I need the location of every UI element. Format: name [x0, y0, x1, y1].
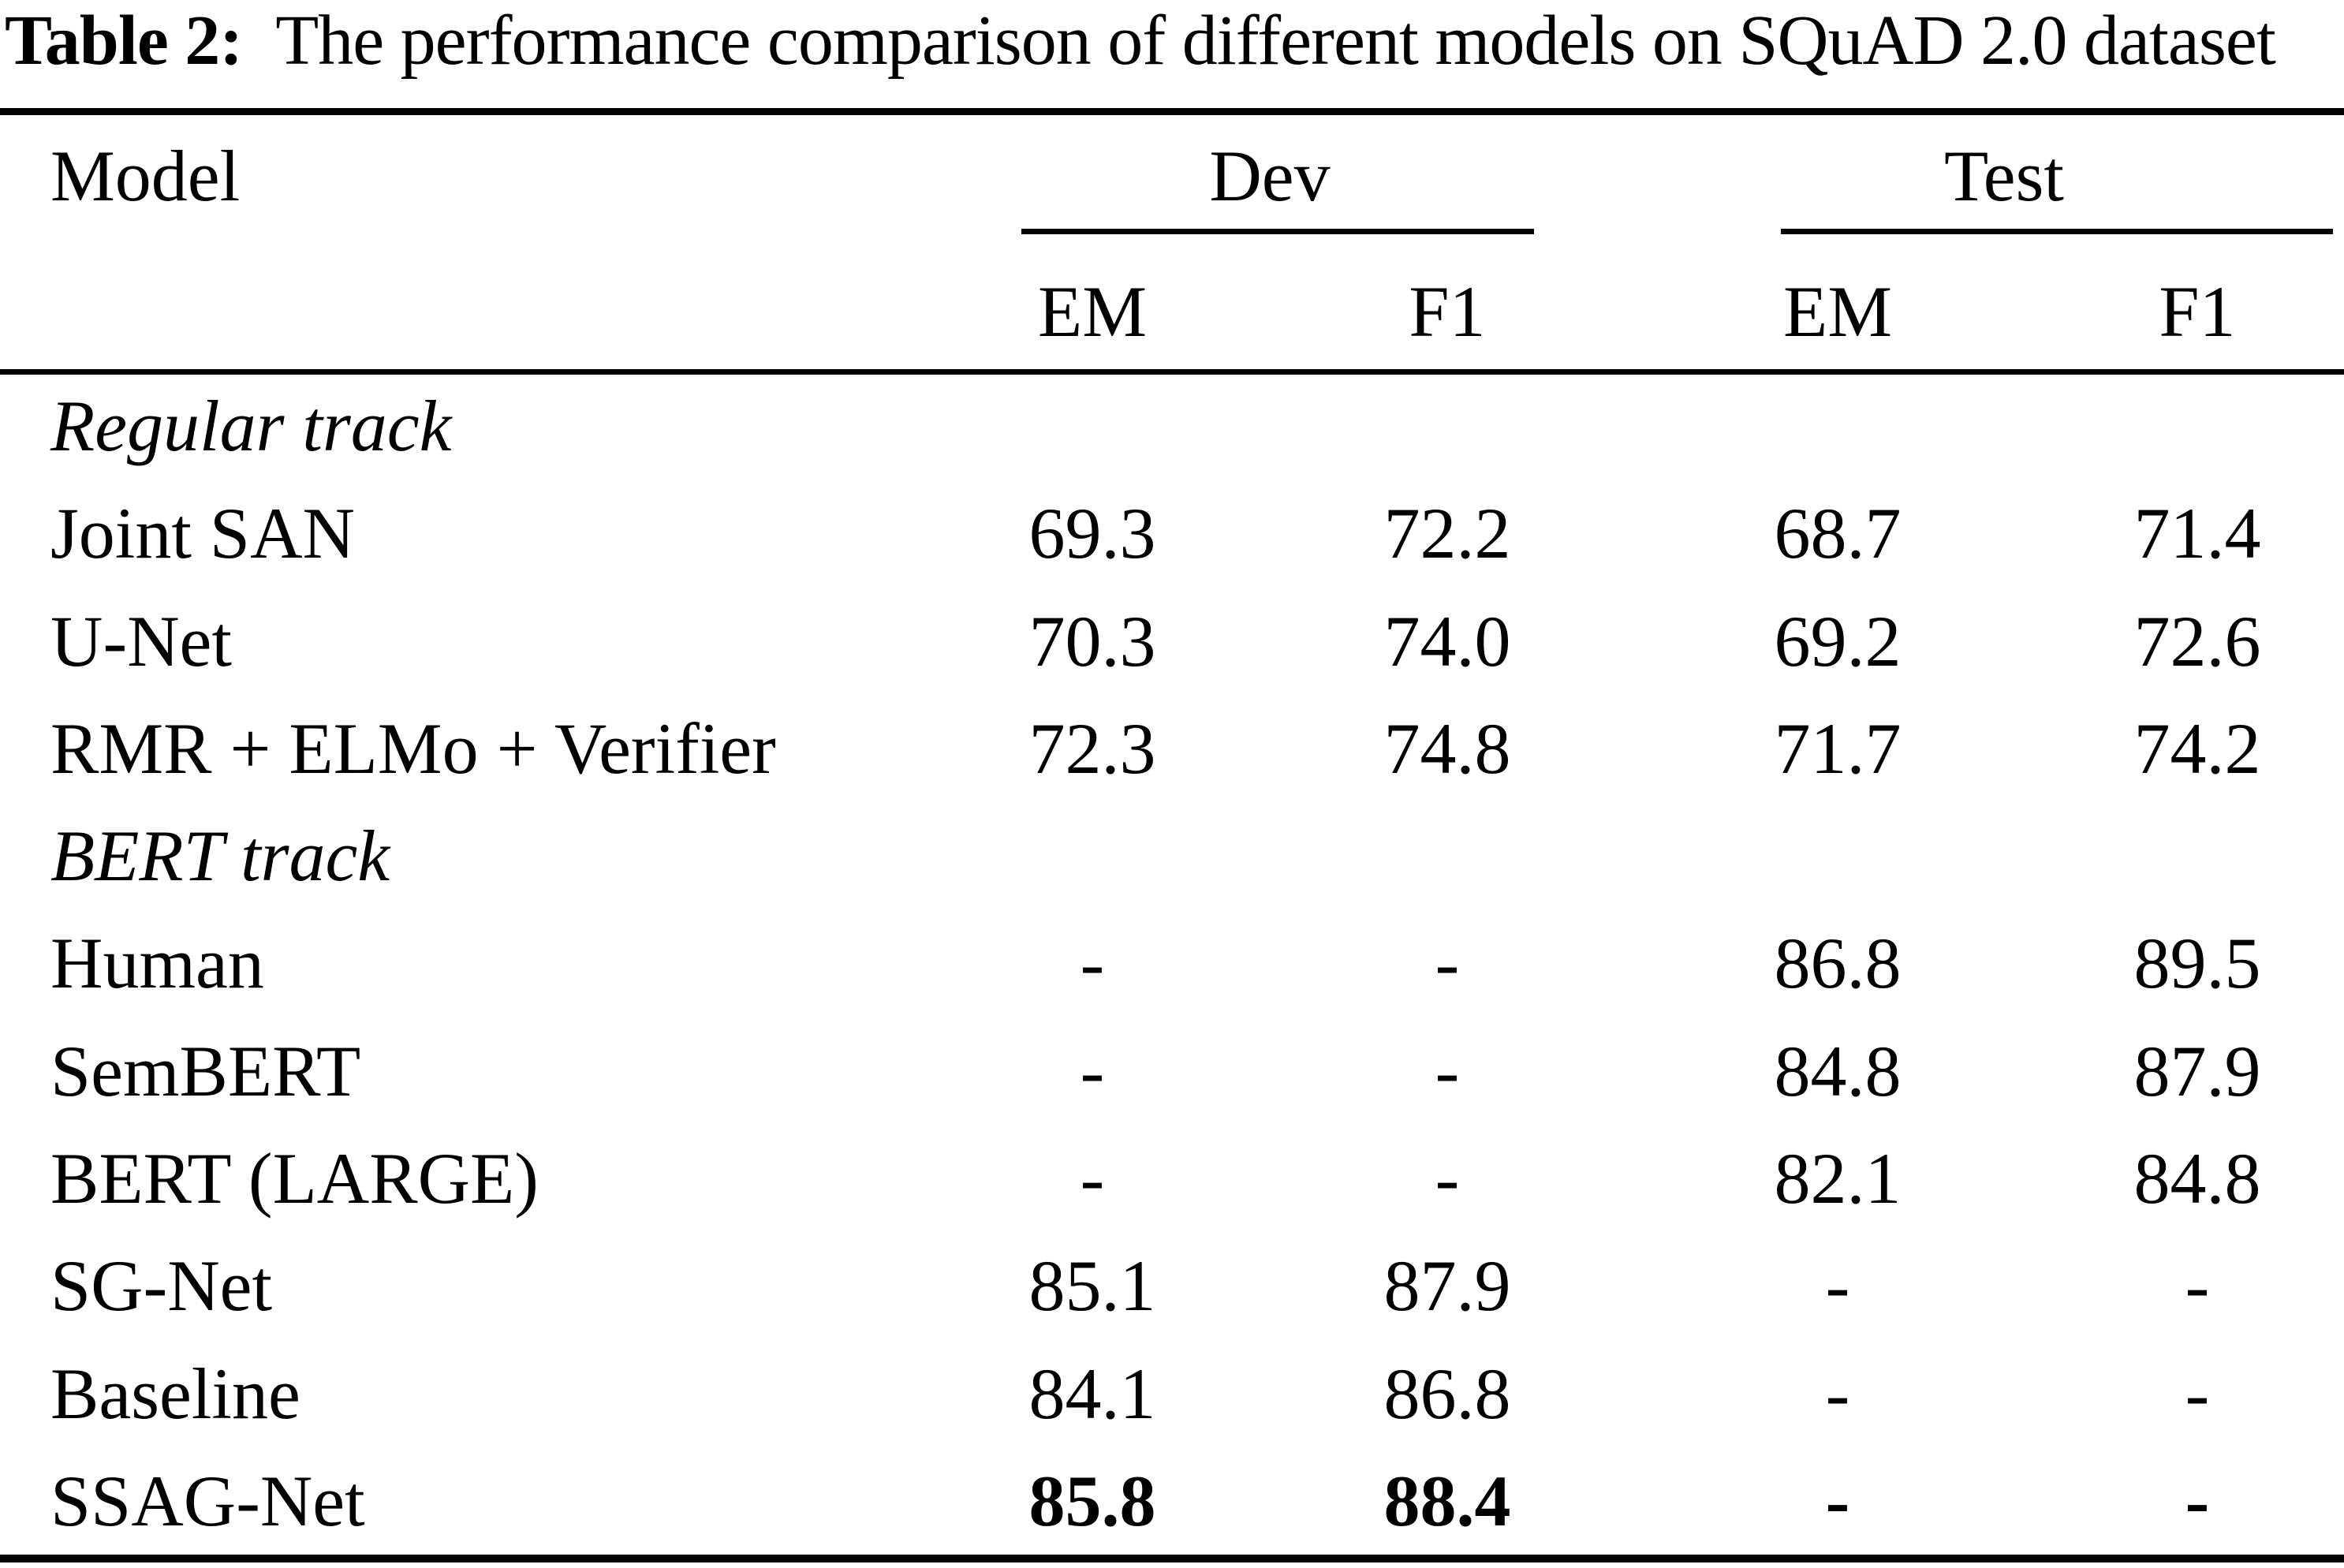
table-header-metric-row: EM F1 EM F1	[0, 268, 2344, 355]
dev-em-cell: -	[1080, 1030, 1105, 1111]
dev-f1-cell: 74.0	[1383, 600, 1511, 681]
test-f1-cell: 72.6	[2133, 600, 2261, 681]
table-row: U-Net 70.3 74.0 69.2 72.6	[0, 588, 2344, 695]
test-em-cell: 82.1	[1774, 1137, 1902, 1219]
table-row: SG-Net 85.1 87.9 - -	[0, 1232, 2344, 1339]
column-header-test-em: EM	[1783, 271, 1892, 352]
column-group-test: Test	[1944, 136, 2064, 216]
model-name-cell: U-Net	[50, 600, 232, 681]
model-name-cell: SSAG-Net	[50, 1460, 365, 1541]
table-caption: Table 2: The performance comparison of di…	[5, 2, 2342, 80]
dev-group-underline	[1021, 229, 1534, 234]
table-body: Regular track Joint SAN 69.3 72.2 68.7 71.4 U-…	[0, 372, 2344, 1555]
test-em-cell: 71.7	[1774, 707, 1902, 789]
dev-em-cell: -	[1080, 1137, 1105, 1219]
test-em-cell: -	[1825, 1460, 1850, 1541]
dev-em-cell: 70.3	[1028, 600, 1156, 681]
dev-em-cell: 72.3	[1028, 707, 1156, 789]
table-row: BERT (LARGE) - - 82.1 84.8	[0, 1125, 2344, 1232]
model-name-cell: Baseline	[50, 1353, 300, 1434]
dev-em-cell: 69.3	[1028, 493, 1156, 574]
test-f1-cell: -	[2185, 1353, 2210, 1434]
table-bottom-rule	[0, 1555, 2344, 1562]
test-em-cell: 86.8	[1774, 923, 1902, 1004]
dev-f1-cell: -	[1435, 1137, 1460, 1219]
table-header-group-row: Model Dev Test	[0, 133, 2344, 219]
table-row: SSAG-Net 85.8 88.4 - -	[0, 1447, 2344, 1555]
model-name-cell: BERT (LARGE)	[50, 1137, 539, 1219]
test-f1-cell: -	[2185, 1460, 2210, 1541]
dev-em-cell: -	[1080, 923, 1105, 1004]
dev-f1-cell: 72.2	[1383, 493, 1511, 574]
dev-em-cell: 85.8	[1028, 1460, 1156, 1541]
table-row: Joint SAN 69.3 72.2 68.7 71.4	[0, 480, 2344, 587]
table-header-rule	[0, 369, 2344, 375]
test-f1-cell: -	[2185, 1245, 2210, 1327]
dev-f1-cell: 86.8	[1383, 1353, 1511, 1434]
column-header-test-f1: F1	[2159, 271, 2236, 352]
test-em-cell: 69.2	[1774, 600, 1902, 681]
test-f1-cell: 87.9	[2133, 1030, 2261, 1111]
test-em-cell: -	[1825, 1245, 1850, 1327]
section-row: BERT track	[0, 802, 2344, 909]
section-row: Regular track	[0, 372, 2344, 480]
dev-f1-cell: 87.9	[1383, 1245, 1511, 1327]
dev-f1-cell: 88.4	[1383, 1460, 1511, 1541]
test-em-cell: 84.8	[1774, 1030, 1902, 1111]
model-name-cell: Human	[50, 923, 264, 1004]
table-row: SemBERT - - 84.8 87.9	[0, 1017, 2344, 1125]
column-header-dev-em: EM	[1038, 271, 1147, 352]
dev-em-cell: 85.1	[1028, 1245, 1156, 1327]
model-name-cell: SG-Net	[50, 1245, 273, 1327]
test-f1-cell: 84.8	[2133, 1137, 2261, 1219]
table-caption-text: The performance comparison of different …	[275, 2, 2276, 80]
test-f1-cell: 74.2	[2133, 707, 2261, 789]
dev-f1-cell: -	[1435, 1030, 1460, 1111]
model-name-cell: Joint SAN	[50, 493, 355, 574]
test-em-cell: -	[1825, 1353, 1850, 1434]
section-title: BERT track	[50, 816, 390, 897]
column-header-model: Model	[50, 136, 241, 216]
section-title: Regular track	[50, 386, 452, 467]
test-em-cell: 68.7	[1774, 493, 1902, 574]
table-row: Human - - 86.8 89.5	[0, 909, 2344, 1017]
column-header-dev-f1: F1	[1409, 271, 1486, 352]
dev-f1-cell: -	[1435, 923, 1460, 1004]
column-group-dev: Dev	[1209, 136, 1331, 216]
model-name-cell: RMR + ELMo + Verifier	[50, 707, 776, 789]
table-row: RMR + ELMo + Verifier 72.3 74.8 71.7 74.2	[0, 695, 2344, 802]
test-group-underline	[1781, 229, 2333, 234]
model-name-cell: SemBERT	[50, 1030, 361, 1111]
table-caption-label: Table 2:	[5, 2, 243, 80]
test-f1-cell: 71.4	[2133, 493, 2261, 574]
table-row: Baseline 84.1 86.8 - -	[0, 1339, 2344, 1447]
test-f1-cell: 89.5	[2133, 923, 2261, 1004]
table-top-rule	[0, 108, 2344, 115]
dev-f1-cell: 74.8	[1383, 707, 1511, 789]
dev-em-cell: 84.1	[1028, 1353, 1156, 1434]
